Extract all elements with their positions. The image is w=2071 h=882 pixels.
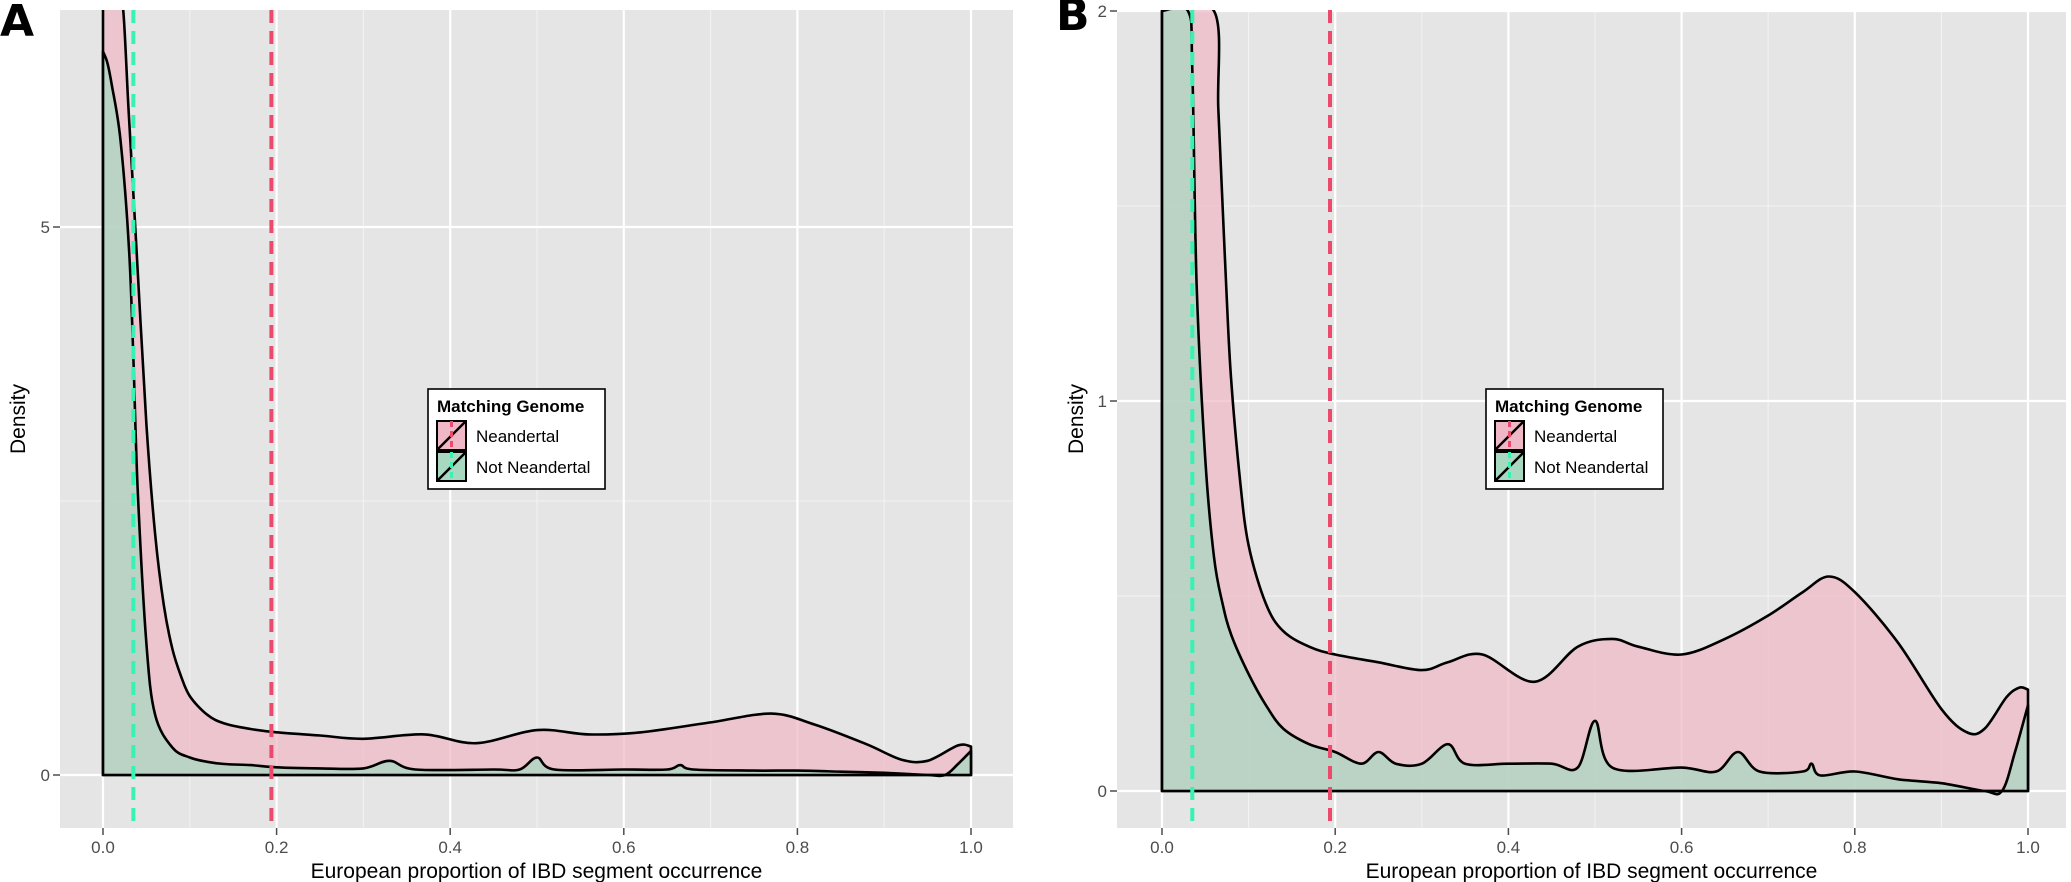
- legend-entry-label: Not Neandertal: [476, 458, 590, 477]
- panel-letter: B: [1056, 0, 1090, 41]
- density-area-not-neandertal: [101, 50, 973, 778]
- legend-key: [1494, 420, 1525, 451]
- x-tick-label: 0.2: [1323, 838, 1347, 857]
- y-tick-label: 1: [1098, 392, 1107, 411]
- y-tick-label: 0: [1098, 782, 1107, 801]
- legend-key: [436, 451, 467, 482]
- axes: 0.0 0.2 0.4 0.6 0.8 1.0 0 1 2 European proportion…: [1065, 2, 2040, 882]
- legend: Matching Genome Neandertal Not Neandertal: [1485, 388, 1664, 490]
- density-area-not-neandertal: [1160, 10, 2030, 796]
- legend-title: Matching Genome: [437, 397, 584, 416]
- x-axis-title: European proportion of IBD segment occur…: [311, 860, 763, 882]
- legend: Matching Genome Neandertal Not Neandertal: [427, 388, 606, 490]
- x-tick-label: 0.8: [786, 838, 810, 857]
- y-axis-title: Density: [7, 383, 30, 454]
- x-tick-label: 0.8: [1843, 838, 1867, 857]
- x-tick-label: 0.6: [1670, 838, 1694, 857]
- axes: 0.0 0.2 0.4 0.6 0.8 1.0 0 5 European proportion …: [7, 218, 983, 882]
- density-areas: [1160, 10, 2030, 796]
- x-tick-label: 0.6: [612, 838, 636, 857]
- x-tick-label: 1.0: [959, 838, 983, 857]
- panel-b: 0.0 0.2 0.4 0.6 0.8 1.0 0 1 2 European proportion…: [1056, 0, 2066, 882]
- density-area-neandertal: [1160, 10, 2030, 793]
- x-tick-label: 1.0: [2016, 838, 2040, 857]
- panel-letter: A: [0, 0, 34, 47]
- y-axis-title: Density: [1065, 383, 1088, 454]
- y-tick-label: 5: [41, 218, 50, 237]
- panel-a: 0.0 0.2 0.4 0.6 0.8 1.0 0 5 European proportion …: [0, 0, 1013, 882]
- legend-key: [1494, 451, 1525, 482]
- density-areas: [101, 10, 973, 778]
- legend-title: Matching Genome: [1495, 397, 1642, 416]
- x-tick-label: 0.4: [438, 838, 462, 857]
- x-tick-label: 0.2: [265, 838, 289, 857]
- x-tick-label: 0.0: [91, 838, 115, 857]
- density-area-neandertal: [101, 10, 973, 777]
- legend-entry-label: Neandertal: [1534, 427, 1617, 446]
- x-axis-title: European proportion of IBD segment occur…: [1366, 860, 1818, 882]
- y-tick-label: 0: [41, 766, 50, 785]
- x-tick-label: 0.4: [1497, 838, 1521, 857]
- legend-entry-label: Neandertal: [476, 427, 559, 446]
- y-tick-label: 2: [1098, 2, 1107, 21]
- legend-key: [436, 420, 467, 451]
- legend-entry-label: Not Neandertal: [1534, 458, 1648, 477]
- x-tick-label: 0.0: [1150, 838, 1174, 857]
